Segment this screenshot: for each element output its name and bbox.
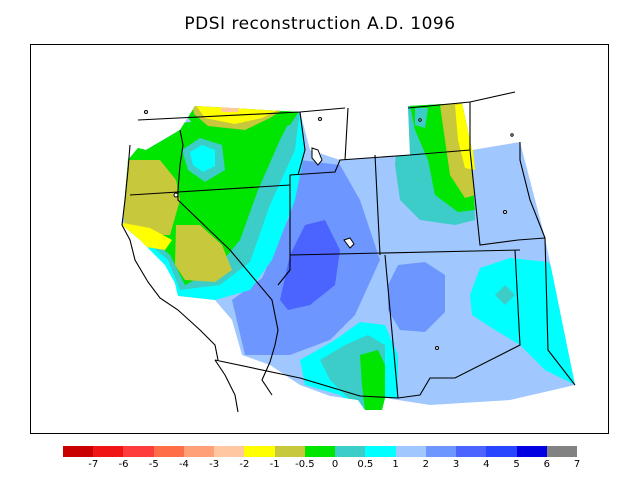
border-id-mt [297,111,306,176]
colorbar-swatch [244,446,276,457]
colorbar-label: -5 [148,459,159,470]
colorbar-label: -7 [88,459,99,470]
border-id-wy [344,107,349,161]
colorbar-swatch [395,446,427,457]
colorbar-label: -2 [239,459,250,470]
field-zone-teal-ne-pocket [415,108,428,128]
colorbar-swatch [93,446,124,457]
pdsi-map [121,91,576,413]
colorbar-swatch [335,446,366,457]
colorbar-label: 7 [573,459,581,470]
field-zone-medium-blue-east [388,262,445,332]
colorbar-swatch [274,446,306,457]
pdsi-field [122,103,575,410]
colorbar-swatch [183,446,215,457]
lake-4 [435,346,439,350]
field-zone-teal-east [495,285,515,305]
lakes [144,110,514,350]
political-boundaries [129,91,576,399]
colorbar-label: 3 [452,459,460,470]
baja-coast [214,359,239,413]
field-zone-yellow-coast [122,222,172,250]
colorbar-label: 0 [331,459,339,470]
border-ok [544,237,576,386]
colorbar-swatch [486,446,518,457]
border-nm-tx [397,249,521,399]
colorbar-label: 1 [392,459,399,470]
map-frame [30,44,609,434]
field-zone-dark-blue [280,220,340,310]
colorbar-label: 6 [543,459,550,470]
coastline [121,144,276,413]
colorbar-swatch [123,446,155,457]
lake-5 [510,133,514,137]
lake-1 [144,110,148,114]
border-wy-ne [469,149,546,246]
colorbar-label: -6 [118,459,129,470]
border-or-ca-nv [129,184,291,196]
lake-6 [418,118,422,122]
colorbar-swatch [425,446,457,457]
map-title: PDSI reconstruction A.D. 1096 [184,14,456,34]
colorbar-swatch [546,446,578,457]
colorbar-swatch [304,446,336,457]
gulf-coast [261,344,276,396]
lake-2 [318,117,322,121]
colorbar-label: -4 [178,459,189,470]
lake-great-salt [343,237,355,249]
colorbar-label: 2 [422,459,429,470]
border-ca-nv [177,190,279,346]
colorbar-swatch [516,446,548,457]
colorbar-label: -3 [209,459,220,470]
colorbar-swatch [214,446,245,457]
colorbar-swatch [153,446,185,457]
field-zone-cyan-east [470,258,575,385]
border-nv-ut [277,175,291,286]
colorbar-label: 5 [513,459,520,470]
border-or-id [177,129,184,191]
field-zone-peach-north [220,104,240,112]
lake-flathead [311,147,323,166]
border-az-nm [384,254,399,399]
colorbar-swatch [63,446,94,457]
border-dakotas [519,142,546,239]
border-ut-co [374,154,381,256]
colorbar-label: -1 [269,459,280,470]
colorbar-label: 4 [483,459,490,470]
border-us-mexico [214,359,399,399]
field-zone-olive-coast [122,160,180,235]
border-ut-az [289,249,521,256]
border-ut-wy [289,149,471,176]
pacific-coast [121,144,219,361]
colorbar-swatch [365,446,397,457]
lake-3 [503,210,507,214]
colorbar-label: 0.5 [357,459,374,470]
colorbar-swatch [456,446,487,457]
colorbar-label: -0.5 [295,459,315,470]
lake-tahoe [173,192,179,198]
field-zone-olive-inland [175,225,232,282]
field-zone-cyan-pocket [190,145,215,172]
field-zone-green-south [360,350,385,410]
